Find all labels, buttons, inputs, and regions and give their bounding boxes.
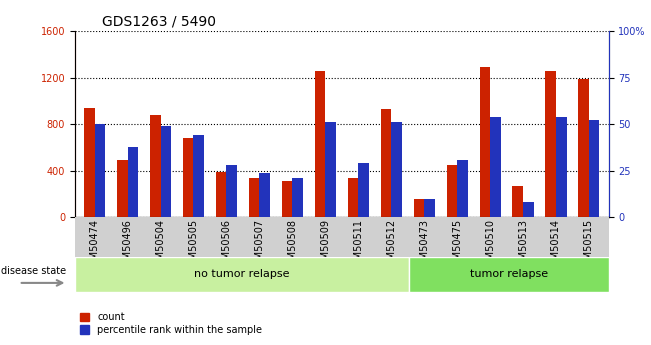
Text: disease state: disease state <box>1 266 66 276</box>
Text: GSM50514: GSM50514 <box>551 219 561 272</box>
Bar <box>292 178 303 217</box>
Text: GSM50515: GSM50515 <box>584 219 594 273</box>
Text: GSM50506: GSM50506 <box>221 219 232 272</box>
Bar <box>523 203 534 217</box>
Bar <box>84 108 94 217</box>
Bar <box>161 126 171 217</box>
Bar <box>490 117 501 217</box>
Text: GSM50474: GSM50474 <box>90 219 100 272</box>
Bar <box>556 117 566 217</box>
Bar <box>391 122 402 217</box>
Text: GSM50511: GSM50511 <box>353 219 363 272</box>
Text: GSM50475: GSM50475 <box>452 219 462 273</box>
Text: no tumor relapse: no tumor relapse <box>194 269 290 279</box>
Text: GSM50512: GSM50512 <box>386 219 396 273</box>
Text: tumor relapse: tumor relapse <box>469 269 547 279</box>
Bar <box>75 257 409 292</box>
Bar <box>314 71 326 217</box>
Bar <box>578 79 589 217</box>
Bar <box>150 115 161 217</box>
Bar <box>94 124 105 217</box>
Bar <box>259 172 270 217</box>
Bar <box>447 165 457 217</box>
Bar <box>282 181 292 217</box>
Bar <box>546 71 556 217</box>
Legend: count, percentile rank within the sample: count, percentile rank within the sample <box>79 312 262 335</box>
Bar <box>409 257 609 292</box>
Bar <box>249 178 259 217</box>
Bar <box>128 147 138 217</box>
Bar <box>193 135 204 217</box>
Text: GSM50473: GSM50473 <box>419 219 429 272</box>
Bar <box>512 186 523 217</box>
Bar <box>348 178 358 217</box>
Bar <box>227 165 237 217</box>
Bar <box>589 120 600 217</box>
Bar <box>216 172 227 217</box>
Text: GDS1263 / 5490: GDS1263 / 5490 <box>102 14 215 29</box>
Text: GSM50505: GSM50505 <box>189 219 199 273</box>
Bar <box>480 67 490 217</box>
Text: GSM50507: GSM50507 <box>255 219 264 273</box>
Bar <box>424 199 435 217</box>
Bar <box>358 163 369 217</box>
Bar <box>117 160 128 217</box>
Text: GSM50513: GSM50513 <box>518 219 528 272</box>
Text: GSM50504: GSM50504 <box>156 219 165 272</box>
Bar <box>326 122 336 217</box>
Bar <box>183 138 193 217</box>
Text: GSM50509: GSM50509 <box>320 219 330 272</box>
Text: GSM50510: GSM50510 <box>485 219 495 272</box>
Bar <box>381 109 391 217</box>
Bar <box>413 199 424 217</box>
Text: GSM50508: GSM50508 <box>287 219 298 272</box>
Bar <box>457 160 467 217</box>
Text: GSM50496: GSM50496 <box>122 219 133 272</box>
